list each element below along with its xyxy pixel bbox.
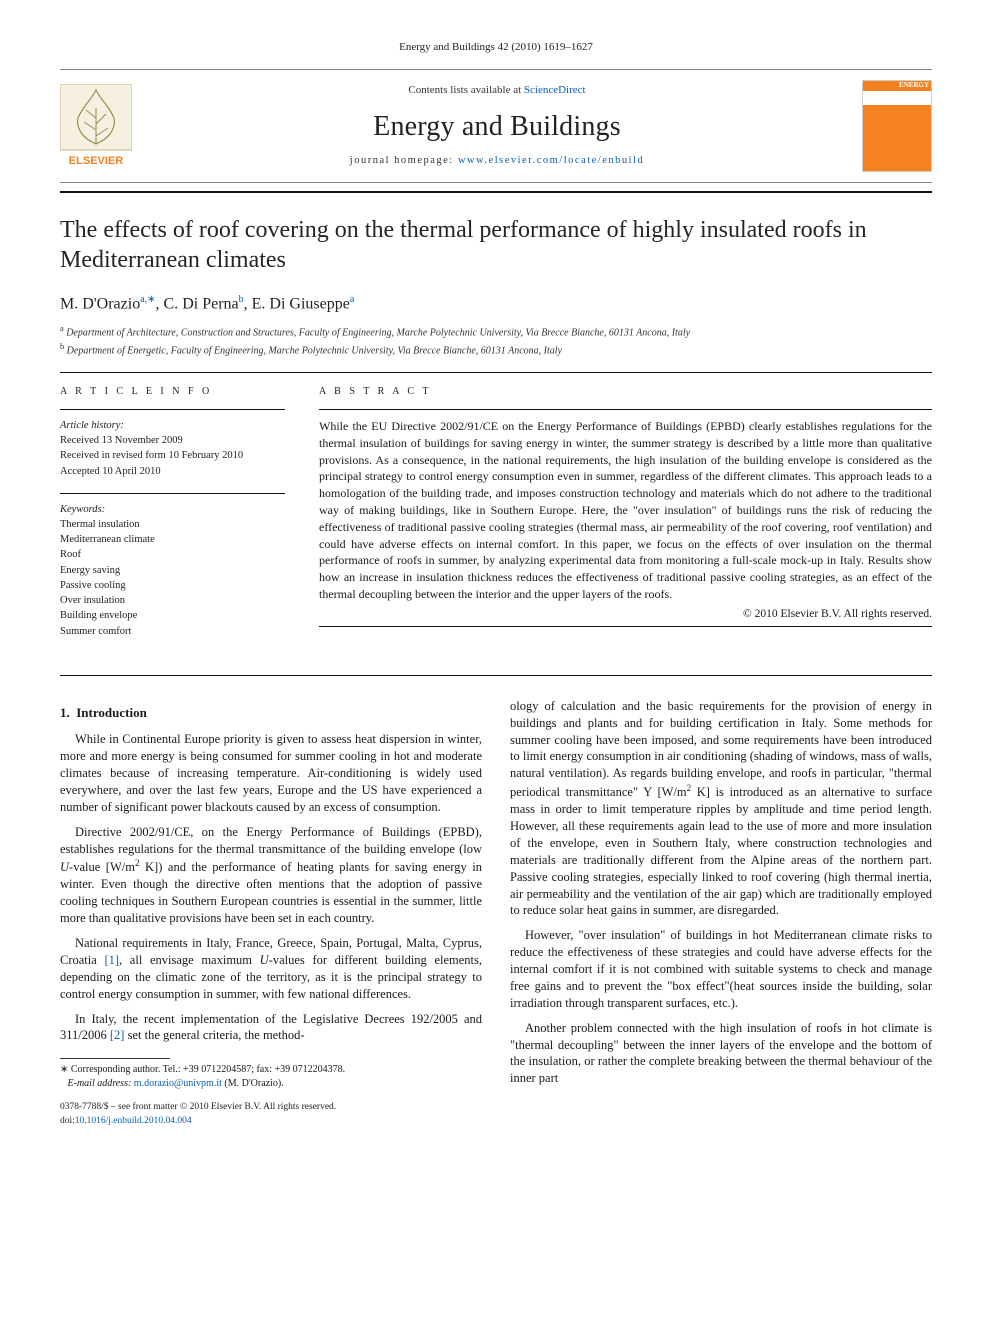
- abstract-col: A B S T R A C T While the EU Directive 2…: [319, 385, 932, 652]
- author-list: M. D'Orazioa,∗, C. Di Pernab, E. Di Gius…: [60, 293, 932, 315]
- sciencedirect-link[interactable]: ScienceDirect: [524, 84, 586, 96]
- article-info-col: A R T I C L E I N F O Article history: R…: [60, 385, 285, 652]
- publisher-logo: ELSEVIER: [60, 84, 132, 168]
- history-line: Accepted 10 April 2010: [60, 464, 285, 479]
- body-paragraph: In Italy, the recent implementation of t…: [60, 1011, 482, 1045]
- body-paragraph: National requirements in Italy, France, …: [60, 935, 482, 1003]
- article-history: Article history: Received 13 November 20…: [60, 418, 285, 479]
- running-head: Energy and Buildings 42 (2010) 1619–1627: [60, 40, 932, 55]
- abstract-heading: A B S T R A C T: [319, 385, 932, 399]
- email-label: E-mail address:: [68, 1078, 132, 1089]
- abstract-text: While the EU Directive 2002/91/CE on the…: [319, 418, 932, 603]
- journal-homepage-line: journal homepage: www.elsevier.com/locat…: [146, 154, 848, 168]
- keyword: Building envelope: [60, 608, 285, 623]
- keyword: Mediterranean climate: [60, 532, 285, 547]
- doi-link[interactable]: 10.1016/j.enbuild.2010.04.004: [75, 1116, 192, 1126]
- keywords-label: Keywords:: [60, 502, 285, 517]
- keyword: Passive cooling: [60, 578, 285, 593]
- journal-cover-thumb: ENERGYand BUILDINGS: [862, 80, 932, 172]
- citation-link[interactable]: [2]: [110, 1028, 125, 1042]
- body-paragraph: Another problem connected with the high …: [510, 1020, 932, 1088]
- history-line: Received in revised form 10 February 201…: [60, 448, 285, 463]
- keywords-block: Keywords: Thermal insulationMediterranea…: [60, 502, 285, 639]
- article-title: The effects of roof covering on the ther…: [60, 215, 932, 275]
- keyword: Energy saving: [60, 563, 285, 578]
- article-meta-row: A R T I C L E I N F O Article history: R…: [60, 372, 932, 652]
- keyword: Roof: [60, 547, 285, 562]
- email-link[interactable]: m.dorazio@univpm.it: [134, 1078, 222, 1089]
- body-paragraph: Directive 2002/91/CE, on the Energy Perf…: [60, 824, 482, 927]
- citation-link[interactable]: [1]: [104, 953, 119, 967]
- contents-prefix: Contents lists available at: [408, 84, 523, 96]
- journal-name: Energy and Buildings: [146, 108, 848, 146]
- history-label: Article history:: [60, 418, 285, 433]
- corresponding-author-footnote: ∗ Corresponding author. Tel.: +39 071220…: [60, 1063, 482, 1091]
- body-paragraph: However, "over insulation" of buildings …: [510, 927, 932, 1011]
- publisher-name: ELSEVIER: [69, 155, 123, 167]
- article-info-heading: A R T I C L E I N F O: [60, 385, 285, 399]
- section-heading: 1. Introduction: [60, 704, 482, 722]
- footnote-marker: ∗: [60, 1064, 68, 1075]
- affiliations: a Department of Architecture, Constructi…: [60, 323, 932, 359]
- homepage-prefix: journal homepage:: [350, 155, 458, 166]
- contents-lists-line: Contents lists available at ScienceDirec…: [146, 83, 848, 98]
- divider: [60, 191, 932, 193]
- banner-center: Contents lists available at ScienceDirec…: [146, 83, 848, 168]
- keyword: Summer comfort: [60, 624, 285, 639]
- body-paragraph: While in Continental Europe priority is …: [60, 731, 482, 815]
- body-paragraph: ology of calculation and the basic requi…: [510, 698, 932, 920]
- footnote-rule: [60, 1058, 170, 1059]
- footer-meta: 0378-7788/$ – see front matter © 2010 El…: [60, 1101, 482, 1128]
- history-line: Received 13 November 2009: [60, 433, 285, 448]
- homepage-link[interactable]: www.elsevier.com/locate/enbuild: [458, 155, 644, 166]
- journal-banner: ELSEVIER Contents lists available at Sci…: [60, 69, 932, 183]
- keyword: Over insulation: [60, 593, 285, 608]
- keyword: Thermal insulation: [60, 517, 285, 532]
- affiliation: a Department of Architecture, Constructi…: [60, 323, 932, 341]
- article-body: 1. Introduction While in Continental Eur…: [60, 698, 932, 1128]
- affiliation: b Department of Energetic, Faculty of En…: [60, 341, 932, 359]
- abstract-copyright: © 2010 Elsevier B.V. All rights reserved…: [319, 607, 932, 623]
